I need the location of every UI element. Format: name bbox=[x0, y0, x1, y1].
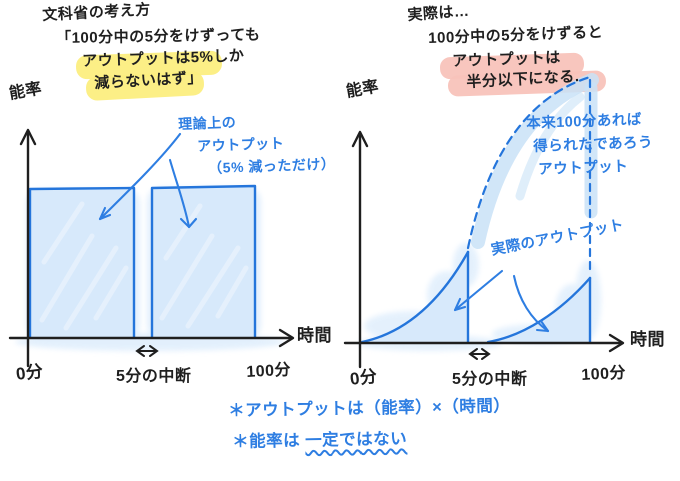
yellow-highlight-marks bbox=[76, 50, 222, 101]
actual-arrow-right bbox=[512, 274, 550, 333]
left-tick-break: 5分の中断 bbox=[116, 368, 192, 385]
right-tick-end: 100分 bbox=[580, 364, 627, 384]
footnote-efficiency-prefix: ＊能率は bbox=[231, 431, 306, 451]
right-x-axis-label: 時間 bbox=[630, 330, 665, 349]
left-chart bbox=[8, 128, 295, 368]
left-bars-outline bbox=[28, 184, 257, 339]
left-y-axis-arrowhead bbox=[19, 128, 37, 146]
footnote-efficiency: ＊能率は 一定ではない bbox=[231, 429, 408, 451]
left-x-axis-label: 時間 bbox=[297, 326, 332, 345]
right-claim-line2: アウトプットは bbox=[451, 49, 562, 70]
left-bar-1-fill bbox=[30, 187, 134, 337]
actual-arrow-left bbox=[453, 269, 504, 312]
right-gap-double-arrow bbox=[468, 348, 491, 360]
theory-arrow-right bbox=[168, 158, 198, 229]
left-tick-end: 100分 bbox=[245, 361, 292, 381]
left-tick-origin: 0分 bbox=[14, 361, 45, 384]
left-bar-2-fill bbox=[152, 185, 255, 337]
potential-label-line3: アウトプット bbox=[537, 158, 629, 178]
left-x-axis-arrowhead bbox=[278, 328, 295, 348]
theory-arrow-left bbox=[98, 132, 182, 221]
right-actual-area-2-fill bbox=[488, 278, 590, 342]
theory-annotation-line3: （5% 減っただけ） bbox=[207, 155, 336, 176]
right-tick-origin: 0分 bbox=[348, 366, 379, 389]
right-x-axis-arrowhead bbox=[608, 333, 625, 353]
left-quote-line1: 「100分中の5分をけずっても bbox=[55, 26, 261, 47]
potential-curve-dashed bbox=[466, 75, 592, 274]
right-y-axis-arrowhead bbox=[351, 130, 369, 148]
footnote-efficiency-emphasis: 一定ではない bbox=[305, 429, 408, 450]
left-gap-double-arrow bbox=[135, 345, 159, 357]
theory-annotation-line2: アウトプット bbox=[196, 134, 285, 154]
marker-streaks bbox=[39, 201, 249, 331]
theory-annotation-line1: 理論上の bbox=[177, 113, 237, 132]
right-actual-area-1-fill bbox=[362, 252, 468, 342]
right-tick-break: 5分の中断 bbox=[452, 371, 528, 388]
right-heading: 実際は… bbox=[406, 2, 470, 24]
right-chart bbox=[343, 73, 625, 369]
annotation-arrows bbox=[98, 132, 550, 333]
